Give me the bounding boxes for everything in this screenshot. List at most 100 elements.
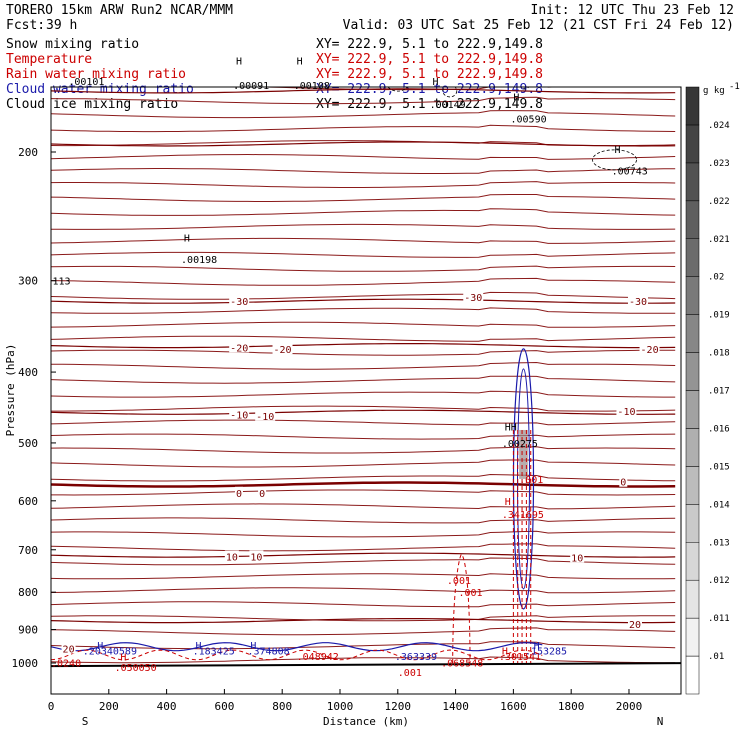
isotherm-line xyxy=(51,489,676,496)
colorbar-swatch xyxy=(685,542,700,581)
extremum-label: H xyxy=(505,497,511,508)
cloud-ice-contour xyxy=(592,149,637,171)
y-tick-label: 700 xyxy=(18,544,38,557)
init-time: Init: 12 UTC Thu 23 Feb 12 xyxy=(531,3,735,18)
colorbar-swatch xyxy=(685,466,700,505)
colorbar-unit-exponent: -1 xyxy=(729,82,740,92)
isotherm-label-bg xyxy=(570,551,585,563)
isotherm-label-bg xyxy=(61,642,76,654)
isotherm-line xyxy=(51,543,676,552)
isotherm-label-bg xyxy=(616,404,637,416)
colorbar-tick-label: .01 xyxy=(708,652,724,662)
x-tick-label: 2000 xyxy=(616,700,643,713)
convective-column xyxy=(512,348,535,663)
x-tick-label: 200 xyxy=(99,700,119,713)
x-tick-label: 600 xyxy=(214,700,234,713)
isotherm-line xyxy=(51,194,676,202)
isotherm-line xyxy=(51,375,676,384)
extremum-label: .00275 xyxy=(502,439,538,450)
cloud-ice-contour xyxy=(520,87,530,90)
colorbar-tick-label: .015 xyxy=(708,462,730,472)
cloud-water-contour xyxy=(512,348,535,610)
isotherm-line xyxy=(51,446,676,454)
isotherm-line xyxy=(51,587,676,594)
y-tick-label: 800 xyxy=(18,586,38,599)
extremum-label: .0240 xyxy=(51,658,81,669)
extremum-label: .001 xyxy=(447,576,471,587)
isotherm-label-bg xyxy=(619,475,628,487)
isotherm-minus10 xyxy=(51,409,676,415)
isotherm-label: -30 xyxy=(464,293,482,304)
isotherm-label: 10 xyxy=(226,552,238,563)
isotherm-line xyxy=(51,277,676,286)
extremum-label: .001 xyxy=(519,475,543,486)
cloud-ice-contour xyxy=(442,87,458,98)
isotherm-label-bg xyxy=(639,343,660,355)
extremum-label: .00198 xyxy=(181,255,217,266)
colorbar-swatch xyxy=(685,655,700,695)
isotherm-line xyxy=(51,96,676,105)
plot-frame xyxy=(50,86,682,695)
extremum-label: .00149 xyxy=(430,100,466,111)
isotherm-label: -10 xyxy=(617,407,635,418)
isotherm-label-bg xyxy=(229,295,250,307)
isotherm-label: -10 xyxy=(256,412,274,423)
isotherm-line xyxy=(51,530,676,538)
colorbar: g kg -1 .01 .011 .012 .013 .014 .015 .016 .017.… xyxy=(685,82,740,695)
isotherm-line xyxy=(51,433,676,440)
isotherm-line xyxy=(51,321,676,328)
isotherm-line xyxy=(51,349,676,356)
isotherm-line xyxy=(51,265,676,272)
isotherm-minus20 xyxy=(51,343,676,349)
valid-time: Valid: 03 UTC Sat 25 Feb 12 (21 CST Fri … xyxy=(343,18,734,33)
isotherm-line xyxy=(51,615,676,622)
forecast-label: Fcst: xyxy=(6,18,45,33)
isotherm-line xyxy=(51,503,676,510)
cloud-water-contour xyxy=(517,368,530,590)
extremum-label: .001 xyxy=(398,668,422,679)
field-name: Cloud ice mixing ratio xyxy=(6,97,178,112)
colorbar-swatch xyxy=(685,200,700,239)
colorbar-swatch xyxy=(685,162,700,202)
surface-line xyxy=(51,662,681,668)
colorbar-swatch xyxy=(685,428,700,467)
extremum-label: .341695 xyxy=(502,510,544,521)
colorbar-swatch xyxy=(685,276,700,315)
x-tick-label: 1200 xyxy=(385,700,412,713)
field-name: Snow mixing ratio xyxy=(6,37,139,52)
isotherm-line xyxy=(51,223,676,230)
colorbar-swatch xyxy=(685,617,700,657)
extremum-label: H xyxy=(184,234,190,245)
isotherm-line xyxy=(51,251,676,258)
colorbar-tick-label: .018 xyxy=(708,349,730,359)
isotherm-minus30 xyxy=(51,298,676,304)
isotherm-label-bg xyxy=(627,618,642,630)
extremum-label: .153285 xyxy=(525,647,567,658)
extremum-label: H xyxy=(297,57,303,68)
colorbar-tick-label: .013 xyxy=(708,538,730,548)
rain-water-contour xyxy=(51,649,543,661)
isotherm-label-bg xyxy=(224,550,239,562)
colorbar-tick-label: .021 xyxy=(708,235,730,245)
x-tick-label: 800 xyxy=(272,700,292,713)
plot-area: -70-30-30-30-20-20-20-10-10-100001010102… xyxy=(12,57,682,713)
isotherm-label: -10 xyxy=(230,410,248,421)
isotherm-label: -20 xyxy=(230,343,248,354)
isotherm-line xyxy=(51,656,676,664)
extremum-label: H xyxy=(513,93,519,104)
y-tick-label: 900 xyxy=(18,624,38,637)
isotherm-label-bg xyxy=(463,291,484,303)
isotherm-line xyxy=(51,473,676,482)
isotherm-label-bg xyxy=(234,486,243,498)
extremum-label: .050050 xyxy=(115,663,157,674)
isotherm-minus40 xyxy=(51,141,676,147)
colorbar-swatch xyxy=(685,390,700,429)
isotherm-minus50 xyxy=(51,88,676,94)
extremum-label: .183425 xyxy=(193,647,235,658)
isotherm-label: 0 xyxy=(259,489,265,500)
field-cross-section-coords: XY= 222.9, 5.1 to 222.9,149.8 xyxy=(316,37,543,52)
isotherm-line xyxy=(51,153,676,160)
colorbar-swatch xyxy=(685,579,700,619)
isotherm-label: -30 xyxy=(230,297,248,308)
isotherm-line xyxy=(51,110,676,119)
